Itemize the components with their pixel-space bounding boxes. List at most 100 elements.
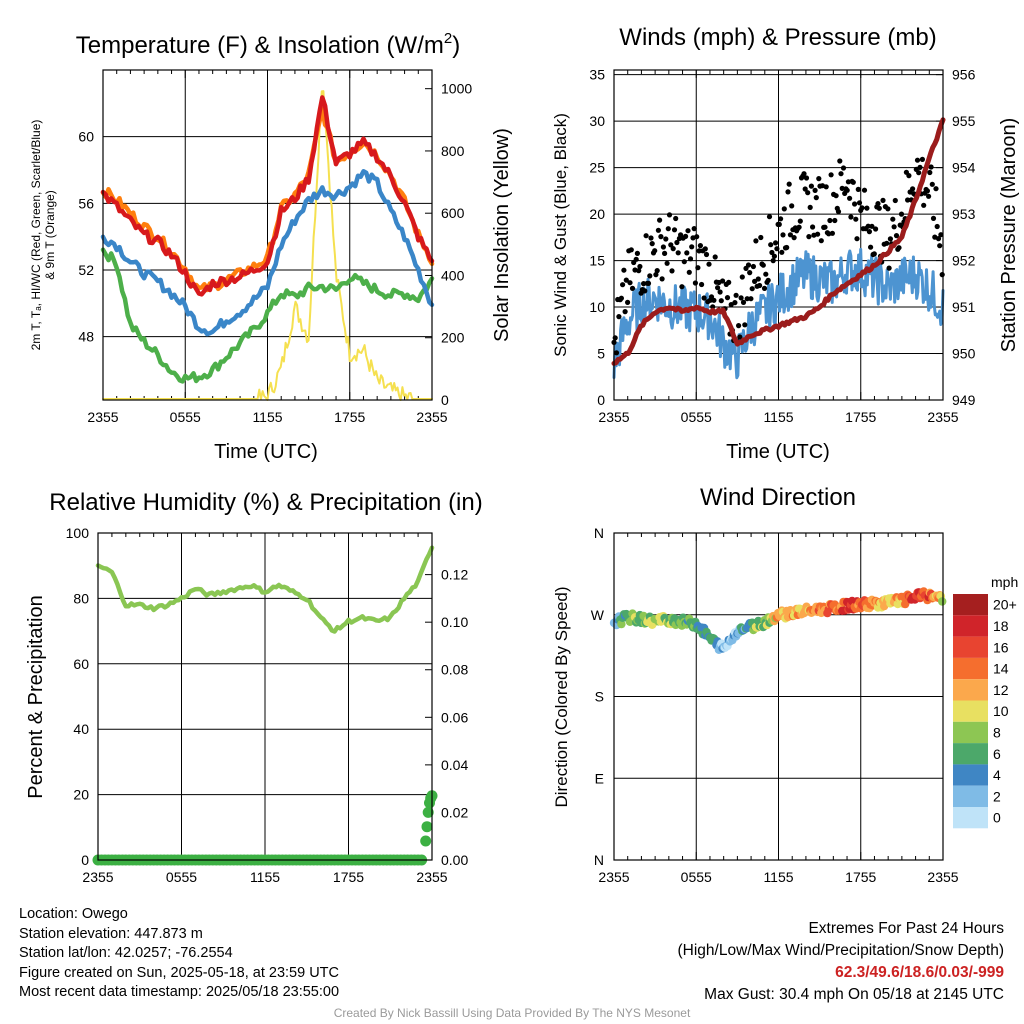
station-location: Location: Owego: [19, 906, 128, 922]
temperature-ylabel-2: & 9m T (Orange): [43, 190, 57, 280]
gust-point: [884, 240, 890, 246]
temperature-y2tick-label: 1000: [441, 81, 472, 97]
gust-point: [618, 295, 625, 301]
gust-point: [733, 292, 739, 298]
humidity-frame: [97, 532, 433, 861]
extremes-title: Extremes For Past 24 Hours: [808, 920, 1004, 937]
gust-point: [832, 217, 838, 224]
gust-point: [742, 322, 748, 328]
direction-legend-swatch: [953, 807, 988, 829]
gust-point: [919, 156, 926, 162]
gust-point: [887, 236, 894, 242]
gust-point: [875, 201, 881, 207]
winds-xtick-label: 2355: [598, 409, 629, 425]
gust-point: [780, 232, 786, 238]
gust-point: [785, 189, 791, 195]
gust-point: [663, 236, 669, 242]
gust-point: [847, 195, 853, 201]
gust-point: [853, 216, 859, 222]
gust-point: [622, 309, 628, 315]
gust-point: [655, 227, 662, 233]
humidity-xtick-label: 2355: [82, 869, 113, 885]
gust-point: [773, 240, 779, 246]
gust-point: [652, 248, 658, 254]
station-latlon: Station lat/lon: 42.0257; -76.2554: [19, 945, 233, 961]
gust-point: [906, 173, 912, 179]
gust-point: [739, 274, 745, 280]
gust-point: [648, 235, 654, 241]
gust-point: [753, 238, 759, 244]
gust-point: [789, 203, 795, 209]
gust-point: [769, 249, 775, 256]
gust-point: [859, 205, 865, 211]
gust-point: [924, 188, 931, 194]
winds-y2tick-label: 954: [952, 160, 976, 176]
gust-point: [864, 205, 870, 211]
gust-point: [806, 234, 812, 240]
dewpoint-line: [100, 247, 435, 384]
gust-point: [869, 223, 875, 229]
direction-legend-title: mph: [991, 574, 1018, 590]
gust-point: [747, 270, 753, 276]
gust-point: [616, 314, 622, 320]
gust-point: [896, 245, 902, 251]
gust-point: [852, 201, 858, 207]
gust-point: [666, 212, 673, 218]
credit-line: Created By Nick Bassill Using Data Provi…: [333, 1006, 691, 1020]
precip-point: [422, 806, 434, 818]
winds-xtick-label: 1755: [845, 409, 876, 425]
humidity-ytick-label: 20: [73, 787, 89, 803]
gust-point: [625, 299, 631, 305]
gust-point: [694, 234, 700, 240]
gust-point: [755, 276, 761, 282]
gust-point: [939, 272, 945, 278]
winds-ytick-label: 20: [589, 206, 605, 222]
direction-legend-label: 2: [993, 788, 1001, 804]
winds-frame: [613, 69, 944, 401]
humidity-y2tick-label: 0.02: [441, 804, 468, 820]
gust-point: [850, 179, 856, 185]
winds-xlabel: Time (UTC): [726, 441, 830, 463]
gust-point: [797, 218, 803, 224]
gust-point: [854, 236, 860, 242]
gust-point: [892, 197, 898, 204]
gust-point: [848, 214, 854, 220]
temperature-xtick-label: 2355: [416, 409, 447, 425]
humidity-y2tick-label: 0.00: [441, 852, 468, 868]
gust-point: [671, 227, 678, 233]
winds-xtick-label: 2355: [927, 409, 958, 425]
gust-point: [935, 236, 942, 242]
winds-y2tick-label: 951: [952, 299, 976, 315]
gust-point: [686, 269, 692, 275]
temperature-ytick-label: 52: [78, 262, 94, 278]
gust-point: [829, 230, 836, 236]
gust-point: [827, 217, 833, 224]
winds-ytick-label: 30: [589, 113, 605, 129]
humidity-y2tick-label: 0.10: [441, 614, 468, 630]
relative-humidity-line: [95, 545, 435, 634]
gust-point: [926, 193, 932, 199]
direction-xtick-label: 1155: [763, 869, 793, 885]
direction-legend-label: 18: [993, 618, 1009, 634]
gust-point: [928, 164, 934, 170]
humidity-y2tick-label: 0.06: [441, 709, 468, 725]
temperature-frame: [102, 69, 433, 401]
temperature-xlabel: Time (UTC): [214, 441, 318, 463]
winds-ytick-label: 35: [589, 67, 605, 83]
direction-ytick-label: W: [591, 607, 605, 623]
humidity-xtick-label: 1155: [250, 869, 280, 885]
gust-point: [808, 183, 815, 189]
gust-point: [647, 273, 653, 279]
gust-point: [765, 277, 771, 283]
gust-point: [837, 158, 843, 164]
gust-point: [916, 170, 922, 176]
winds-y2tick-label: 952: [952, 253, 976, 269]
gust-point: [802, 186, 808, 192]
gust-point: [757, 282, 763, 289]
extremes-subtitle: (High/Low/Max Wind/Precipitation/Snow De…: [677, 942, 1005, 959]
direction-xtick-label: 0555: [681, 869, 712, 885]
gust-point: [937, 243, 943, 249]
gust-point: [750, 263, 757, 270]
gust-point: [812, 187, 818, 193]
